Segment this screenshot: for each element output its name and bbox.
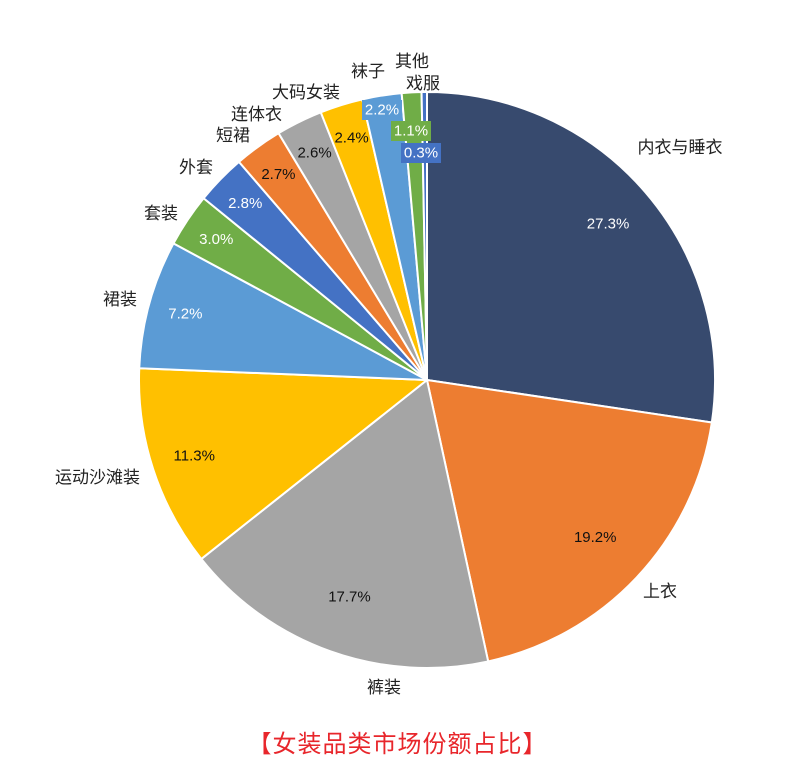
- value-label-box-13: [401, 143, 441, 163]
- category-label-4: 运动沙滩装: [55, 468, 140, 488]
- pie-slice-13: [420, 91, 428, 381]
- value-label-4: 11.3%: [174, 447, 215, 464]
- value-label-12: 1.1%: [394, 123, 428, 140]
- value-label-7: 2.8%: [228, 195, 262, 212]
- pie-slice-3: [200, 379, 490, 669]
- category-label-2: 上衣: [643, 582, 677, 602]
- category-label-13: 戏服: [406, 74, 440, 94]
- value-label-box-12: [391, 121, 431, 141]
- value-label-8: 2.7%: [261, 166, 295, 183]
- category-label-3: 裤装: [367, 678, 401, 698]
- category-label-1: 内衣与睡衣: [638, 138, 723, 158]
- value-label-5: 7.2%: [168, 305, 202, 322]
- category-label-9: 连体衣: [231, 105, 282, 125]
- pie-slice-1: [426, 91, 716, 424]
- category-label-6: 套装: [144, 204, 178, 224]
- pie-slice-5: [138, 242, 428, 381]
- value-label-9: 2.6%: [297, 144, 331, 161]
- value-label-11: 2.2%: [365, 102, 399, 119]
- category-label-5: 裙装: [103, 290, 137, 310]
- value-label-10: 2.4%: [334, 130, 368, 147]
- category-label-11: 袜子: [351, 62, 385, 82]
- value-label-3: 17.7%: [328, 588, 371, 605]
- category-label-12: 其他: [395, 52, 429, 72]
- category-label-10: 大码女装: [272, 83, 340, 103]
- pie-slice-2: [426, 379, 713, 663]
- value-label-6: 3.0%: [199, 231, 233, 248]
- value-label-box-11: [362, 100, 402, 120]
- chart-title: 【女装品类市场份额占比】: [247, 730, 548, 758]
- category-label-7: 外套: [179, 158, 213, 178]
- value-label-2: 19.2%: [574, 529, 617, 546]
- category-label-8: 短裙: [216, 126, 250, 146]
- value-label-1: 27.3%: [587, 215, 630, 232]
- pie-slice-4: [138, 367, 428, 560]
- value-label-13: 0.3%: [404, 145, 438, 162]
